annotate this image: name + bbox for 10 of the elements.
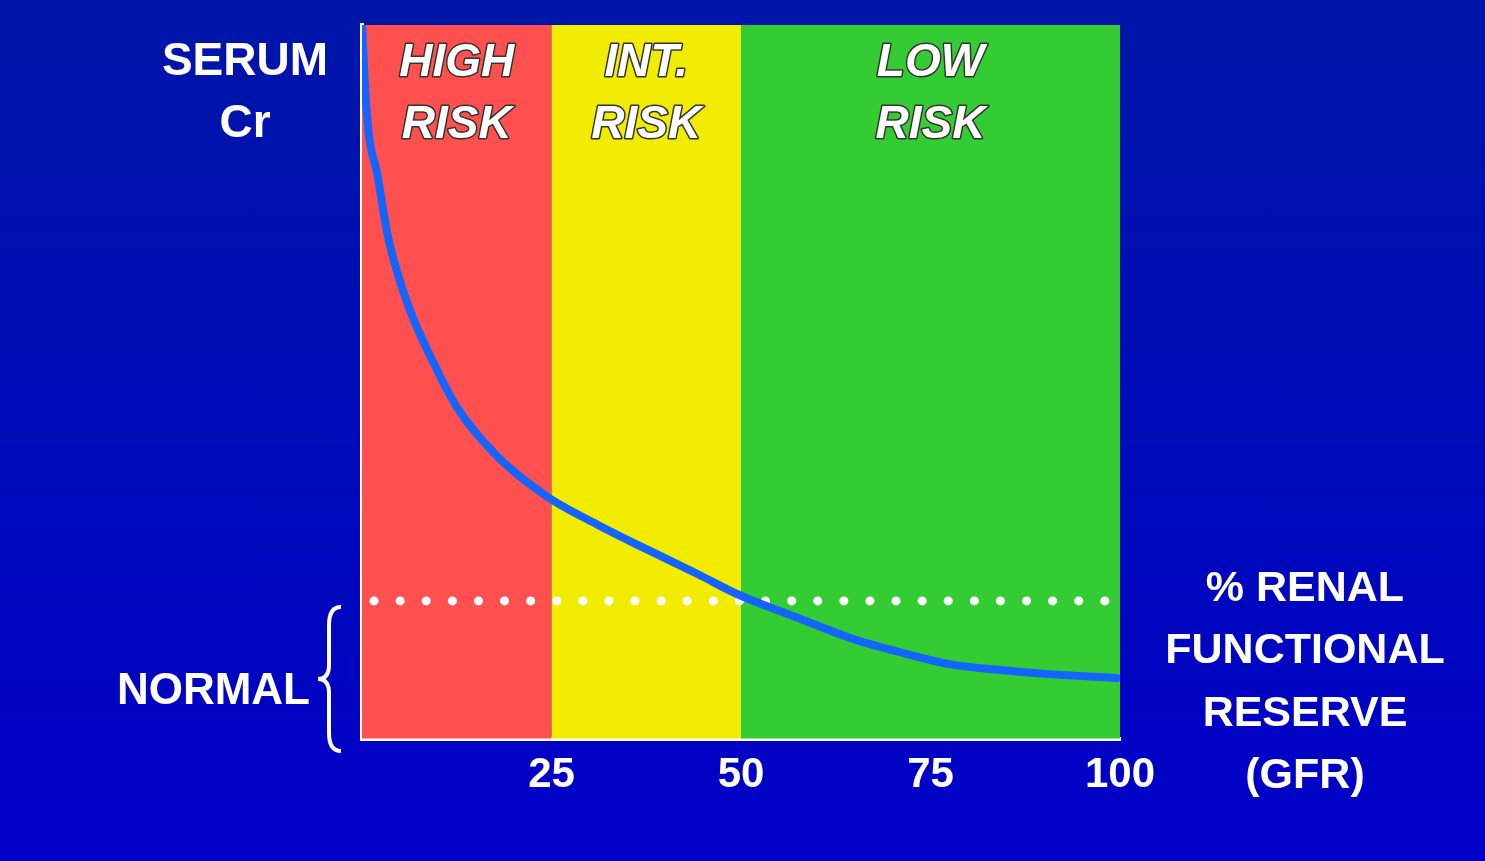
band-label: HIGH RISK [399, 33, 516, 148]
y-axis-title: SERUM Cr [160, 32, 330, 150]
band-label: INT. RISK [591, 33, 704, 148]
x-tick-label: 75 [907, 749, 954, 797]
x-tick-label: 50 [717, 749, 765, 797]
band-label: LOW RISK [875, 33, 989, 148]
x-tick-label: 100 [1084, 749, 1156, 797]
x-axis-title: % RENAL FUNCTIONAL RESERVE (GFR) [1165, 562, 1445, 798]
x-tick-label: 25 [528, 749, 575, 797]
ref-line-label: NORMAL [115, 663, 310, 715]
